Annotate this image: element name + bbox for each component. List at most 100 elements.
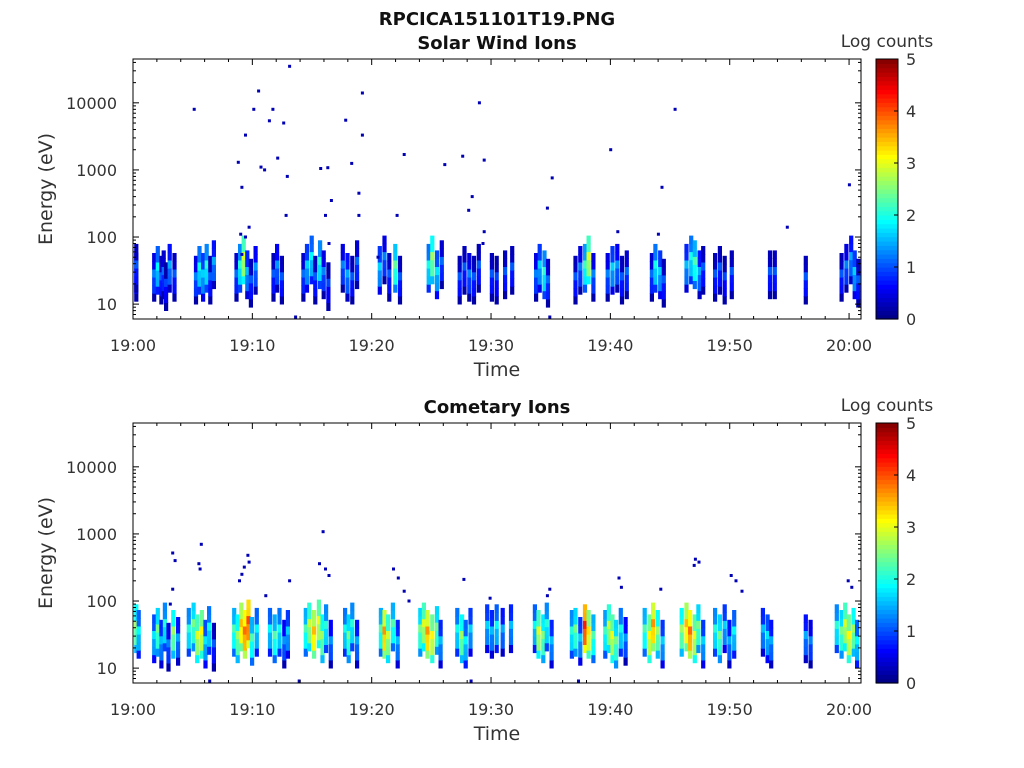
heatmap-cell — [697, 274, 702, 284]
heatmap-cell — [591, 293, 596, 302]
heatmap-cell — [655, 634, 660, 643]
heatmap-cell — [418, 640, 423, 649]
heatmap-cell — [430, 630, 435, 640]
heatmap-cell — [457, 255, 462, 265]
heatmap-cell — [697, 282, 702, 292]
heatmap-cell — [843, 602, 848, 612]
heatmap-cell — [191, 634, 196, 644]
heatmap-cell — [313, 288, 318, 297]
heatmap-cell — [304, 284, 310, 293]
colorbar-segment — [876, 254, 898, 259]
heatmap-cell — [843, 634, 848, 644]
heatmap-cell — [772, 266, 777, 276]
heatmap-cell — [253, 262, 258, 271]
heatmap-cell — [211, 638, 216, 648]
heatmap-cell — [471, 296, 477, 305]
heatmap-cell — [253, 270, 258, 279]
heatmap-cell — [254, 640, 259, 649]
heatmap-cell — [767, 258, 773, 267]
heatmap-cell — [208, 263, 213, 273]
heatmap-cell — [653, 260, 658, 269]
colorbar-segment — [876, 488, 898, 493]
heatmap-cell — [692, 256, 697, 265]
heatmap-cell — [537, 243, 542, 253]
heatmap-cell — [803, 296, 808, 305]
heatmap-cell — [195, 614, 200, 623]
colorbar-segment — [876, 553, 898, 558]
colorbar-segment — [876, 280, 898, 285]
colorbar-segment — [876, 496, 898, 502]
heatmap-cell — [855, 660, 860, 669]
heatmap-cell — [772, 258, 777, 267]
heatmap-cell — [208, 271, 213, 281]
heatmap-cell — [164, 286, 169, 295]
heatmap-cell — [350, 602, 355, 612]
heatmap-cell — [605, 261, 610, 270]
y-axis: 10 100 1000 10000 — [66, 425, 861, 684]
heatmap-cell — [732, 610, 737, 619]
heatmap-cell — [241, 251, 246, 261]
heatmap-cell — [232, 616, 237, 625]
heatmap-cell — [430, 267, 435, 277]
heatmap-cell — [386, 638, 391, 648]
heatmap-cell — [155, 640, 160, 649]
colorbar-label: Log counts — [841, 396, 934, 416]
y-axis-label: Energy (eV) — [35, 497, 57, 609]
heatmap-cell — [460, 638, 465, 648]
panel-title: Cometary Ions — [424, 397, 571, 418]
heatmap-point — [729, 574, 733, 577]
heatmap-cell — [536, 634, 541, 643]
heatmap-cell — [271, 293, 276, 302]
colorbar-segment — [876, 258, 898, 264]
heatmap-cell — [684, 642, 689, 652]
heatmap-cell — [271, 285, 276, 294]
heatmap-cell — [727, 627, 732, 637]
heatmap-cell — [689, 243, 694, 253]
heatmap-cell — [476, 276, 481, 285]
heatmap-cell — [277, 624, 282, 633]
heatmap-cell — [765, 622, 770, 631]
colorbar-segment — [876, 176, 898, 181]
heatmap-cell — [303, 607, 308, 617]
heatmap-cell — [195, 646, 200, 656]
heatmap-cell — [494, 271, 499, 281]
colorbar-segment — [876, 661, 898, 667]
heatmap-cell — [624, 266, 629, 276]
heatmap-cell — [350, 626, 355, 636]
heatmap-cell — [285, 642, 290, 651]
heatmap-cell — [697, 250, 702, 259]
heatmap-cell — [696, 604, 701, 613]
heatmap-cell — [301, 277, 306, 286]
heatmap-cell — [246, 631, 251, 641]
heatmap-cell — [152, 269, 157, 278]
heatmap-cell — [248, 266, 253, 276]
heatmap-cell — [610, 254, 615, 263]
heatmap-cell — [684, 610, 689, 620]
heatmap-cell — [549, 652, 554, 661]
heatmap-cell — [573, 296, 578, 305]
heatmap-cell — [171, 610, 176, 619]
heatmap-cell — [844, 284, 849, 293]
heatmap-cell — [573, 607, 578, 617]
heatmap-cell — [199, 626, 204, 635]
heatmap-cell — [573, 279, 578, 289]
heatmap-cell — [246, 639, 251, 649]
heatmap-cell — [246, 615, 251, 625]
heatmap-cell — [605, 293, 610, 302]
heatmap-cell — [279, 263, 284, 273]
heatmap-point — [324, 567, 327, 571]
heatmap-cell — [167, 284, 172, 293]
heatmap-cell — [489, 253, 494, 262]
heatmap-cell — [324, 612, 329, 621]
heatmap-cell — [307, 610, 312, 620]
heatmap-cell — [162, 626, 167, 636]
heatmap-cell — [320, 622, 325, 631]
heatmap-cell — [582, 276, 588, 285]
heatmap-cell — [254, 648, 259, 657]
heatmap-cell — [494, 279, 499, 289]
heatmap-cell — [250, 633, 255, 642]
heatmap-cell — [235, 646, 240, 656]
heatmap-cell — [606, 636, 611, 645]
heatmap-cell — [387, 277, 392, 286]
heatmap-cell — [717, 254, 722, 263]
